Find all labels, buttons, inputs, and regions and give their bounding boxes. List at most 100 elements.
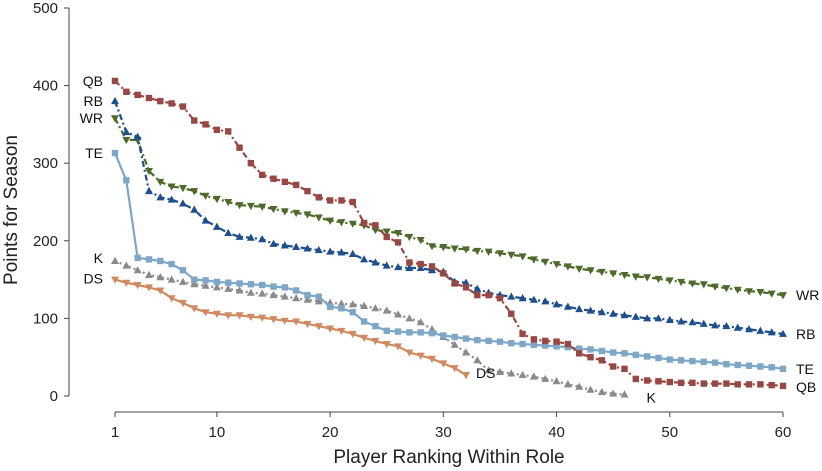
point-k [529,372,538,380]
point-qb [519,330,526,338]
point-te [281,284,289,291]
point-qb [587,354,594,361]
point-k [348,300,357,308]
point-k [235,286,244,294]
y-tick-label: 0 [50,388,58,405]
point-ds [326,325,335,333]
point-te [462,335,470,342]
point-qb [689,379,696,387]
point-rb [133,132,142,140]
point-rb [529,295,538,303]
point-te [576,345,583,352]
point-qb [123,88,130,96]
point-rb [609,309,618,317]
point-te [247,281,255,288]
point-qb [474,291,481,299]
point-ds [314,323,323,331]
point-qb [779,382,787,390]
point-wr [597,268,606,277]
point-k [178,277,187,285]
series-line-te [113,152,784,370]
point-qb [768,381,775,389]
y-axis: 0 100 200 300 400 500 [33,0,70,405]
point-qb [440,270,447,277]
point-ds [416,352,425,360]
point-te [485,337,492,345]
point-ds [178,299,187,308]
point-k [541,374,550,382]
point-ds [450,365,459,373]
point-qb [462,284,470,291]
point-ds [156,287,165,295]
point-rb [541,297,550,305]
point-qb [304,187,311,195]
point-rb [382,261,391,269]
point-ds [246,313,255,322]
series-start-label-wr: WR [80,110,103,126]
point-k [201,281,210,289]
point-te [383,327,390,335]
point-te [202,277,209,284]
point-k [292,294,301,302]
series-wr [111,115,787,300]
point-wr [529,256,538,264]
point-ds [348,330,357,339]
point-te [225,279,232,286]
point-qb [225,128,232,135]
point-k [122,261,131,269]
point-te [360,318,368,325]
point-qb [360,219,368,227]
point-k [360,301,369,309]
point-rb [767,328,776,336]
point-rb [518,294,527,302]
point-qb [383,233,390,241]
point-ds [122,279,131,287]
point-rb [314,245,323,254]
point-te [270,283,277,290]
series-qb [111,77,787,390]
point-qb [485,291,492,299]
point-te [157,257,164,265]
point-te [338,305,345,312]
point-rb [461,278,470,286]
series-start-label-rb: RB [84,93,103,109]
point-k [450,340,459,348]
point-rb [575,304,584,313]
point-qb [553,338,560,345]
point-ds [212,310,221,318]
point-k [563,380,572,388]
point-rb [665,315,674,323]
point-qb [111,77,119,85]
point-wr [507,251,516,259]
point-wr [405,233,414,242]
point-te [508,340,515,347]
point-qb [598,357,606,364]
y-tick-label: 500 [33,0,58,17]
point-qb [213,126,221,134]
point-te [236,280,243,287]
point-rb [111,96,119,105]
series-line-ds [114,278,467,376]
point-rb [586,306,595,314]
point-qb [530,336,538,343]
point-te [553,343,560,350]
point-k [507,369,516,377]
point-te [213,278,221,286]
point-k [461,348,470,356]
point-rb [563,302,572,310]
point-ds [190,305,199,313]
point-te [451,333,458,341]
point-wr [111,115,119,123]
point-wr [428,243,437,251]
point-wr [348,220,357,228]
point-te [757,363,764,370]
point-wr [303,211,312,219]
point-qb [609,363,617,370]
point-wr [665,277,674,285]
point-k [246,288,255,296]
point-te [711,359,719,366]
point-ds [133,282,142,290]
point-qb [315,194,322,201]
point-wr [654,275,663,284]
point-rb [190,205,199,213]
